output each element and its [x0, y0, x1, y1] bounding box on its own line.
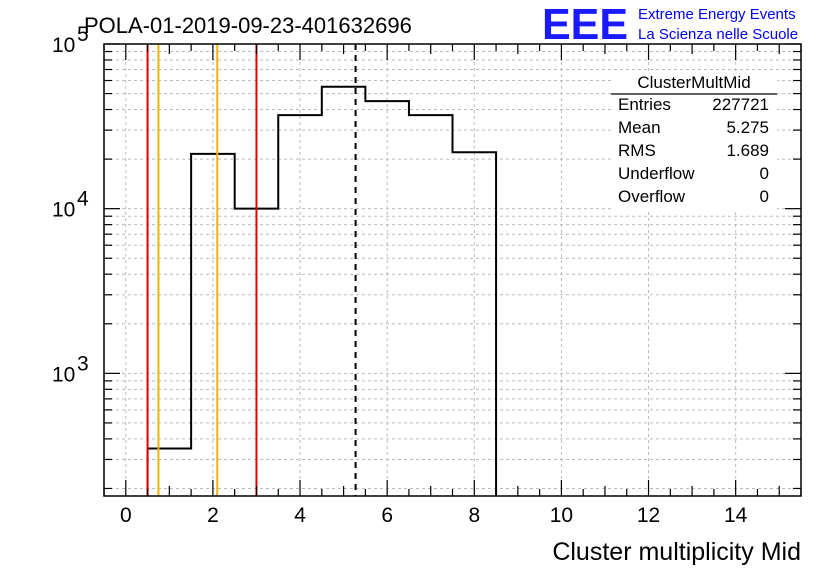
x-tick-label: 12 — [637, 504, 660, 527]
logo-line2: La Scienza nelle Scuole — [638, 26, 798, 43]
x-tick-label: 14 — [724, 504, 748, 527]
histogram-bars — [146, 85, 498, 496]
y-tick-exponent: 4 — [77, 188, 89, 211]
stats-label-entries: Entries — [618, 95, 671, 114]
grid-lines — [104, 44, 801, 496]
stats-box-background — [611, 74, 777, 211]
eee-logo: EEE — [542, 0, 628, 49]
stats-value-overflow: 0 — [760, 187, 769, 206]
stats-value-entries: 227721 — [712, 95, 769, 114]
x-tick-label: 0 — [120, 504, 132, 527]
stats-value-underflow: 0 — [760, 164, 769, 183]
x-axis-title: Cluster multiplicity Mid — [552, 538, 801, 566]
x-tick-label: 6 — [381, 504, 393, 527]
y-tick-exponent: 5 — [77, 23, 89, 46]
x-tick-label: 4 — [294, 504, 306, 527]
stats-label-underflow: Underflow — [618, 164, 695, 183]
stats-box: ClusterMultMid Entries 227721 Mean 5.275… — [611, 73, 777, 211]
stats-label-overflow: Overflow — [618, 187, 686, 206]
y-tick-label: 10 — [52, 363, 75, 386]
run-title: POLA-01-2019-09-23-401632696 — [84, 13, 412, 38]
stats-label-rms: RMS — [618, 141, 656, 160]
histogram-outline — [146, 85, 498, 496]
logo-line1: Extreme Energy Events — [638, 6, 796, 23]
x-tick-label: 2 — [207, 504, 219, 527]
stats-label-mean: Mean — [618, 118, 661, 137]
plot-frame — [103, 43, 802, 497]
vertical-markers — [146, 44, 357, 496]
stats-value-rms: 1.689 — [726, 141, 769, 160]
x-tick-label: 10 — [550, 504, 573, 527]
y-tick-label: 10 — [52, 34, 75, 57]
y-tick-label: 10 — [52, 199, 75, 222]
stats-title: ClusterMultMid — [637, 73, 750, 92]
x-tick-label: 8 — [468, 504, 480, 527]
y-tick-exponent: 3 — [77, 352, 89, 375]
stats-value-mean: 5.275 — [726, 118, 769, 137]
